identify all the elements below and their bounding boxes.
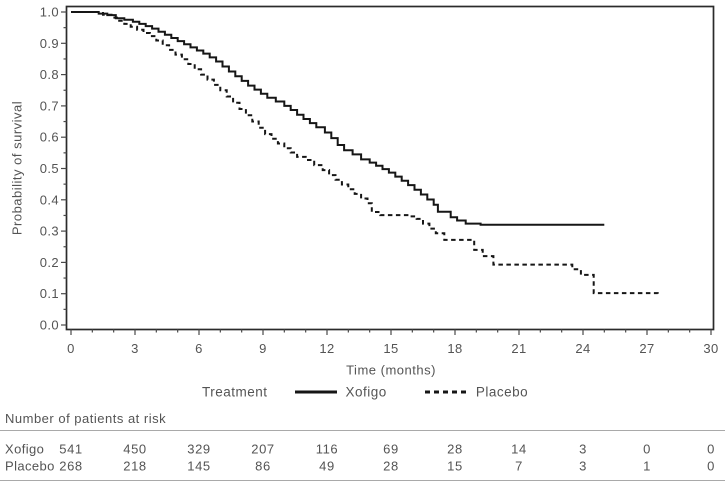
at-risk-row-label: Xofigo <box>5 441 45 457</box>
at-risk-cell: 207 <box>251 441 275 457</box>
x-axis-tick-label: 12 <box>319 341 334 356</box>
x-axis-tick-label: 21 <box>511 341 526 356</box>
at-risk-cell: 28 <box>383 458 399 474</box>
at-risk-cell: 541 <box>59 441 83 457</box>
at-risk-cell: 0 <box>643 441 651 457</box>
y-axis-tick-label: 0.2 <box>40 255 59 270</box>
at-risk-cell: 3 <box>579 441 587 457</box>
legend-title: Treatment <box>202 384 268 400</box>
at-risk-cell: 7 <box>515 458 523 474</box>
legend-label-xofigo: Xofigo <box>345 384 387 400</box>
x-axis-tick-label: 27 <box>639 341 654 356</box>
at-risk-cell: 0 <box>707 458 715 474</box>
at-risk-cell: 49 <box>319 458 335 474</box>
x-axis-title: Time (months) <box>346 362 436 378</box>
x-axis-tick-label: 3 <box>131 341 139 356</box>
x-axis-tick-label: 6 <box>195 341 203 356</box>
at-risk-cell: 1 <box>643 458 651 474</box>
at-risk-cell: 3 <box>579 458 587 474</box>
at-risk-cell: 145 <box>187 458 211 474</box>
at-risk-bottom-rule <box>0 480 725 481</box>
y-axis-title: Probability of survival <box>9 100 25 236</box>
placebo-curve <box>71 11 659 295</box>
y-axis-tick-label: 0.9 <box>40 36 59 51</box>
at-risk-cell: 450 <box>123 441 147 457</box>
at-risk-cell: 69 <box>383 441 399 457</box>
at-risk-cell: 218 <box>123 458 147 474</box>
legend: Treatment Xofigo Placebo <box>202 385 528 400</box>
y-axis-tick-label: 0.4 <box>40 192 59 207</box>
plot-frame <box>65 5 715 331</box>
xofigo-solid-line-icon <box>294 390 337 394</box>
at-risk-cell: 116 <box>315 441 339 457</box>
y-axis-tick-label: 0.8 <box>40 67 59 82</box>
x-axis-tick-label: 18 <box>447 341 462 356</box>
xofigo-curve <box>71 11 605 226</box>
placebo-dashed-line-icon <box>424 390 467 394</box>
at-risk-cell: 28 <box>447 441 463 457</box>
legend-label-placebo: Placebo <box>475 384 529 400</box>
y-axis-tick-label: 0.1 <box>40 286 59 301</box>
at-risk-header: Number of patients at risk <box>5 411 167 426</box>
at-risk-top-rule <box>0 430 725 431</box>
at-risk-cell: 86 <box>255 458 271 474</box>
y-axis-tick-label: 0.6 <box>40 130 59 145</box>
at-risk-cell: 329 <box>187 441 211 457</box>
y-axis-tick-label: 0.3 <box>40 224 59 239</box>
y-axis-tick-label: 0.7 <box>40 98 59 113</box>
at-risk-row-label: Placebo <box>5 458 55 474</box>
at-risk-cell: 268 <box>59 458 83 474</box>
y-axis-tick-label: 0.0 <box>40 318 59 333</box>
x-axis-tick-label: 9 <box>259 341 267 356</box>
at-risk-cell: 14 <box>511 441 527 457</box>
x-axis-tick-label: 24 <box>575 341 590 356</box>
x-axis-tick-label: 30 <box>703 341 718 356</box>
x-axis-tick-label: 0 <box>67 341 75 356</box>
at-risk-cell: 0 <box>707 441 715 457</box>
y-axis-tick-label: 0.5 <box>40 161 59 176</box>
x-axis-tick-label: 15 <box>383 341 398 356</box>
at-risk-cell: 15 <box>447 458 463 474</box>
y-axis-tick-label: 1.0 <box>40 5 59 20</box>
